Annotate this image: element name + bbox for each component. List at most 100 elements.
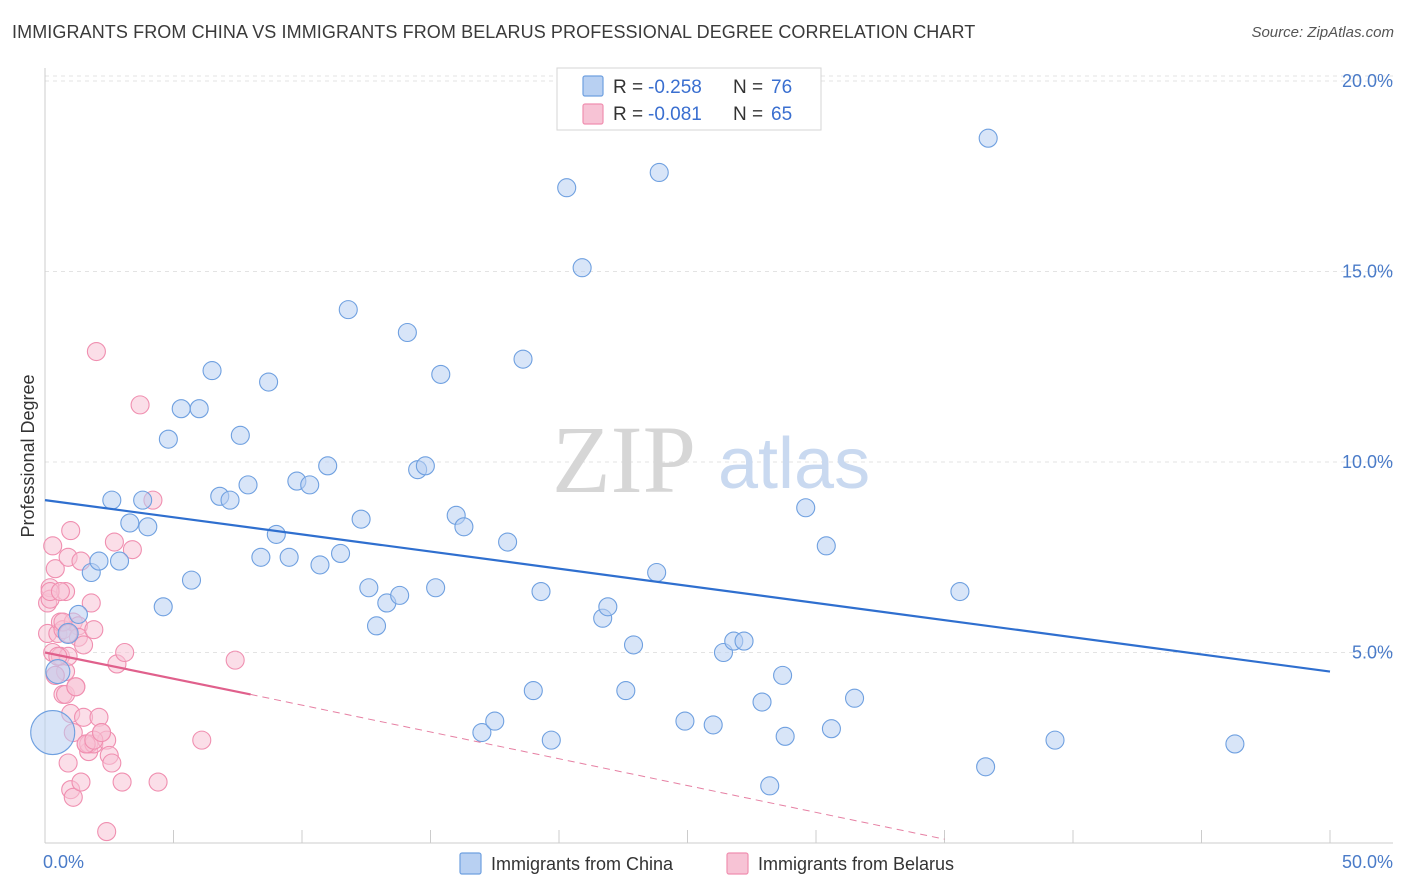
china-point-40 [431,364,451,384]
belarus-point-6 [45,559,65,579]
legend-swatch-belarus [582,103,604,125]
china-point-23 [266,524,286,544]
china-point-48 [531,582,551,602]
china-point-44 [485,711,505,731]
china-point-39 [426,578,446,598]
legend-china-r-label: R = [613,77,643,98]
legend-swatch-china [582,75,604,97]
y-tick-labels: 5.0% 10.0% 15.0% 20.0% [1342,71,1393,662]
china-point-1 [45,659,71,685]
chart-source: Source: ZipAtlas.com [1251,24,1394,41]
china-point-63 [752,692,772,712]
china-point-70 [844,688,865,708]
trend-line-belarus [44,651,251,696]
trend-line-china [44,499,1331,673]
china-point-46 [513,349,533,369]
china-point-45 [498,532,518,552]
y-axis-title: Professional Degree [18,374,38,537]
china-point-9 [133,490,153,510]
belarus-point-4 [43,536,63,556]
china-point-21 [251,547,271,567]
belarus-point-38 [86,341,106,362]
belarus-point-60 [66,677,86,697]
watermark-zip: ZIP [552,406,696,513]
china-point-36 [397,322,417,343]
china-point-27 [310,555,330,575]
china-point-24 [279,547,299,567]
china-point-12 [158,429,178,449]
china-point-65 [773,665,793,685]
china-point-55 [623,635,644,655]
china-point-14 [181,570,202,590]
china-point-10 [138,517,158,537]
belarus-point-18 [58,753,78,773]
china-point-49 [541,730,561,750]
legend-belarus-r-label: R = [613,104,643,125]
legend-belarus-n-value: 65 [771,104,792,125]
series-china-points [30,128,1245,796]
china-point-11 [153,597,173,617]
china-point-73 [978,128,998,148]
china-point-53 [598,597,618,617]
belarus-point-54 [225,650,245,670]
china-point-54 [616,681,636,701]
china-point-47 [523,681,543,701]
china-point-68 [816,536,836,556]
x-tick-label-50: 50.0% [1342,852,1393,872]
series-belarus-points [38,341,245,842]
china-point-30 [338,300,358,320]
belarus-point-50 [130,395,150,415]
china-point-64 [760,776,780,796]
china-point-75 [1225,734,1245,754]
legend-belarus-n-label: N = [733,104,763,125]
legend-belarus-r-value: -0.081 [648,104,702,125]
china-point-62 [734,631,754,651]
china-point-0 [30,709,76,756]
belarus-point-57 [50,582,70,602]
china-point-22 [259,372,279,392]
belarus-point-47 [112,772,132,792]
china-point-58 [675,711,695,731]
china-point-26 [300,475,320,495]
legend-china-n-value: 76 [771,77,792,98]
china-point-33 [366,616,387,636]
y-tick-label-15: 15.0% [1342,262,1393,282]
belarus-point-29 [71,772,91,792]
china-point-50 [557,178,577,198]
china-point-20 [238,475,258,495]
belarus-point-19 [61,521,81,541]
y-tick-label-10: 10.0% [1342,452,1393,472]
china-point-19 [230,425,250,445]
bottom-legend-swatch-belarus [726,852,749,875]
china-point-59 [703,715,723,735]
china-point-13 [171,399,191,419]
watermark: ZIP atlas [552,406,870,513]
china-point-42 [454,517,474,537]
bottom-legend-label-belarus: Immigrants from Belarus [758,854,954,874]
bottom-legend: Immigrants from China Immigrants from Be… [459,852,954,875]
chart-title: IMMIGRANTS FROM CHINA VS IMMIGRANTS FROM… [12,22,976,42]
legend-china-r-value: -0.258 [648,77,702,98]
belarus-point-30 [74,635,94,655]
china-point-31 [351,509,371,529]
china-point-56 [647,562,667,583]
belarus-point-41 [97,822,117,842]
belarus-point-63 [91,722,112,743]
china-point-43 [472,722,492,743]
belarus-point-48 [115,642,135,663]
china-point-74 [1045,730,1065,750]
china-point-35 [390,585,410,605]
china-point-67 [796,498,816,518]
belarus-point-53 [192,730,212,750]
x-axis-ticks [173,830,1331,843]
bottom-legend-label-china: Immigrants from China [491,854,674,874]
china-point-8 [120,513,140,533]
china-point-51 [572,258,592,278]
china-point-7 [109,551,130,571]
trend-line-belarus-extension [250,693,945,840]
belarus-point-45 [104,532,124,552]
china-point-69 [821,719,841,739]
china-point-5 [89,551,109,571]
y-tick-label-20: 20.0% [1342,71,1393,91]
